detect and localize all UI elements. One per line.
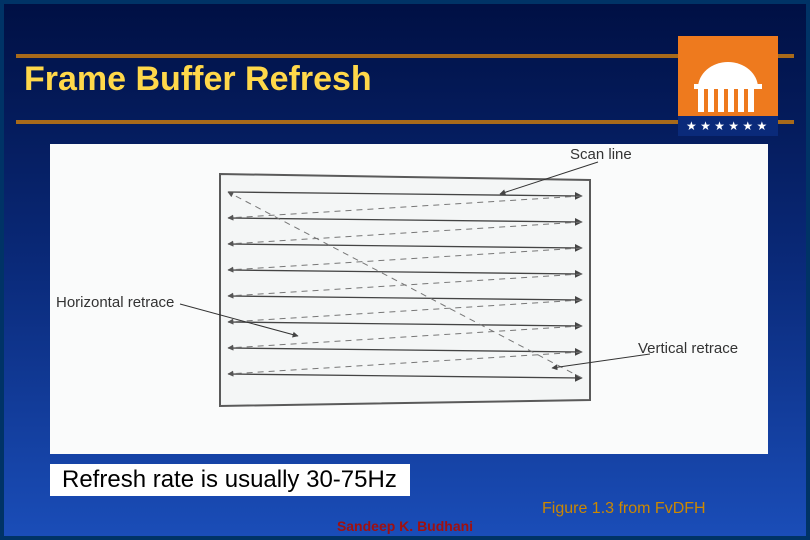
footer-author: Sandeep K. Budhani [337,518,473,534]
uva-logo: ★ ★ ★ ★ ★ ★ [678,36,778,136]
slide: ★ ★ ★ ★ ★ ★ Frame Buffer Refresh [0,0,810,540]
caption-text: Refresh rate is usually 30-75Hz [62,466,397,494]
raster-scan-diagram: Scan line Horizontal retrace Vertical re… [50,144,768,454]
label-horizontal-retrace: Horizontal retrace [56,294,174,311]
label-scan-line: Scan line [570,146,632,163]
svg-text:★ ★ ★ ★ ★ ★: ★ ★ ★ ★ ★ ★ [686,119,767,133]
figure-credit: Figure 1.3 from FvDFH [542,500,706,518]
label-vertical-retrace: Vertical retrace [638,340,738,357]
diagram-panel: Scan line Horizontal retrace Vertical re… [50,144,768,454]
slide-title: Frame Buffer Refresh [16,60,372,99]
